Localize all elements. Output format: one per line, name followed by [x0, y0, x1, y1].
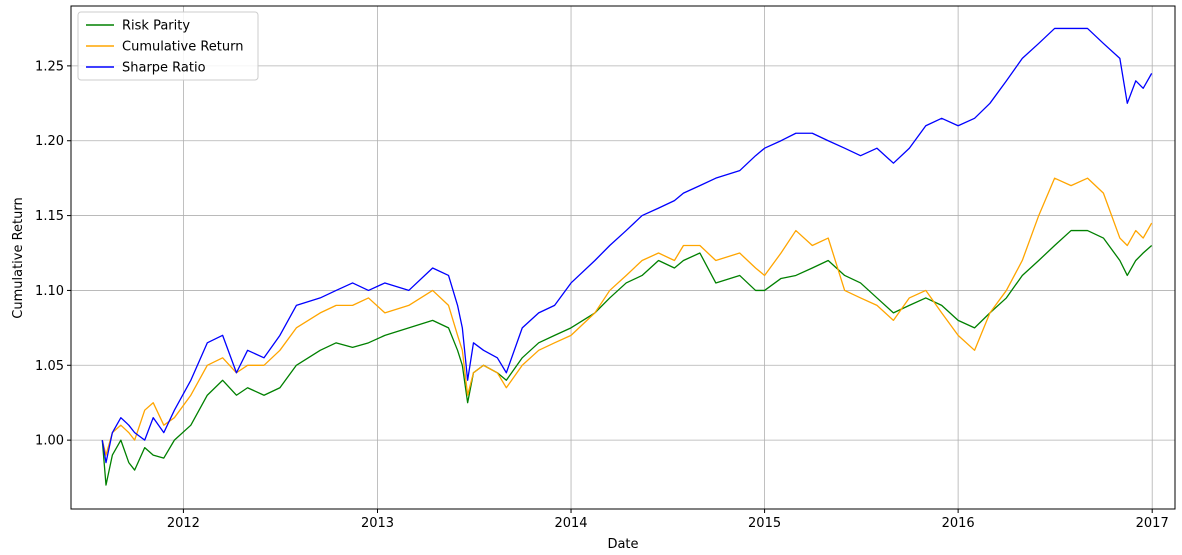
x-axis-title: Date	[607, 537, 638, 552]
y-tick-label: 1.10	[35, 284, 64, 299]
x-tick-label: 2015	[748, 516, 781, 531]
y-tick-label: 1.20	[35, 134, 64, 149]
series-lines	[101, 27, 1153, 486]
x-tick-label: 2012	[167, 516, 200, 531]
x-tick-label: 2017	[1136, 516, 1169, 531]
y-axis-title: Cumulative Return	[11, 197, 26, 318]
legend-box	[77, 11, 259, 81]
series-line-cumulative-return	[101, 177, 1153, 456]
y-tick-label: 1.00	[35, 434, 64, 449]
y-tick-label: 1.15	[35, 209, 64, 224]
legend-label-sharpe-ratio: Sharpe Ratio	[122, 61, 206, 76]
x-tick-label: 2014	[554, 516, 587, 531]
x-tick-label: 2013	[361, 516, 394, 531]
legend-label-cumulative-return: Cumulative Return	[122, 40, 243, 55]
legend: Risk Parity Cumulative Return Sharpe Ratio	[77, 11, 259, 81]
y-tick-label: 1.25	[35, 59, 64, 74]
y-tick-label: 1.05	[35, 359, 64, 374]
x-tick-label: 2016	[942, 516, 975, 531]
legend-label-risk-parity: Risk Parity	[122, 19, 190, 34]
plot-frame	[70, 5, 1176, 510]
axis-ticks: 2012 2013 2014 2015 2016 2017 1.00 1.05 1.10 1.15…	[35, 59, 1169, 531]
series-line-sharpe-ratio	[101, 27, 1153, 464]
